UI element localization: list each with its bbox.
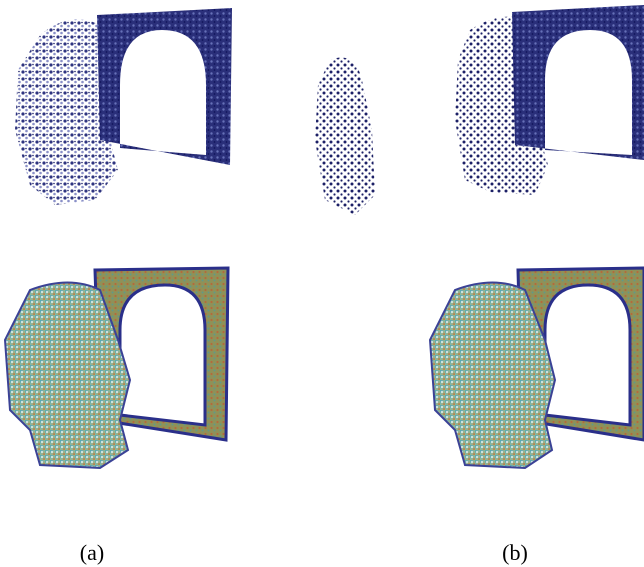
plate-points bbox=[512, 5, 644, 160]
caption-label: (a) bbox=[80, 540, 104, 565]
figure: (a) (b) bbox=[0, 0, 644, 567]
panel-b-bottom bbox=[430, 268, 644, 468]
panel-a-bottom bbox=[5, 268, 228, 468]
partial-points bbox=[315, 58, 375, 216]
panel-a-top bbox=[15, 8, 232, 205]
page: (a) (b) (() => { const data = JSON.parse… bbox=[0, 0, 644, 567]
plate-points bbox=[97, 8, 232, 165]
caption-label: (b) bbox=[502, 540, 528, 565]
panel-b-top bbox=[455, 5, 644, 195]
